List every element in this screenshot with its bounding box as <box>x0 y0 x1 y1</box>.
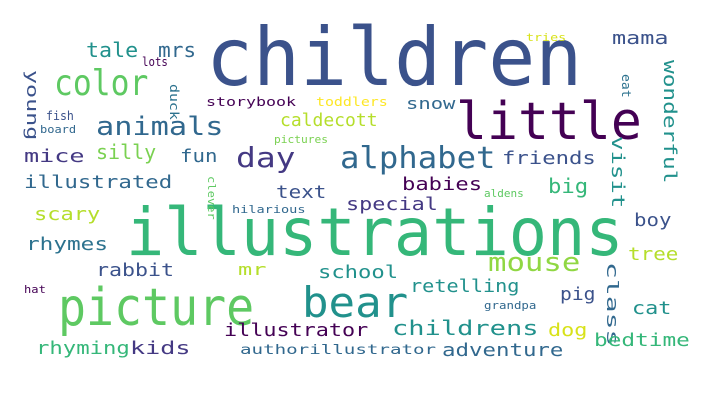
word-authorillustrator: authorillustrator <box>240 343 437 358</box>
word-fun: fun <box>180 146 218 167</box>
word-hat: hat <box>24 283 46 296</box>
word-lots: lots <box>142 55 168 69</box>
word-board: board <box>40 123 77 136</box>
word-eat: eat <box>619 74 633 98</box>
word-toddlers: toddlers <box>316 95 388 109</box>
word-boy: boy <box>634 210 672 231</box>
word-mice: mice <box>24 146 85 167</box>
word-illustrator: illustrator <box>224 320 369 341</box>
word-rhymes: rhymes <box>26 234 109 255</box>
word-animals: animals <box>96 112 224 142</box>
word-cat: cat <box>632 298 672 319</box>
word-illustrations: illustrations <box>126 194 624 271</box>
word-adventure: adventure <box>442 340 564 361</box>
word-retelling: retelling <box>410 276 520 297</box>
word-visit: visit <box>607 136 628 209</box>
word-babies: babies <box>402 174 483 195</box>
word-wonderful: wonderful <box>659 60 680 184</box>
word-class: class <box>603 262 622 347</box>
word-mrs: mrs <box>158 38 197 62</box>
word-school: school <box>318 262 399 283</box>
word-color: color <box>54 63 149 104</box>
word-storybook: storybook <box>206 95 297 109</box>
word-big: big <box>548 174 589 198</box>
word-scary: scary <box>34 204 101 225</box>
word-clever: clever <box>205 176 218 220</box>
word-rabbit: rabbit <box>96 260 175 281</box>
word-pictures: pictures <box>274 133 328 146</box>
word-snow: snow <box>406 94 456 113</box>
word-hilarious: hilarious <box>232 203 306 216</box>
word-fish: fish <box>46 109 74 123</box>
word-tree: tree <box>628 244 679 265</box>
word-little: little <box>456 92 642 152</box>
word-text: text <box>276 182 327 203</box>
word-bear: bear <box>302 278 409 327</box>
word-day: day <box>236 141 296 174</box>
word-special: special <box>346 194 438 215</box>
word-pig: pig <box>560 284 596 305</box>
word-tale: tale <box>86 38 139 62</box>
word-rhyming: rhyming <box>36 338 130 359</box>
word-caldecott: caldecott <box>280 110 378 131</box>
word-dog: dog <box>548 320 588 341</box>
word-childrens: childrens <box>392 316 539 340</box>
word-young: young <box>23 70 42 141</box>
word-illustrated: illustrated <box>24 172 173 193</box>
word-duck: duck <box>167 84 181 120</box>
word-silly: silly <box>96 140 157 164</box>
word-grandpa: grandpa <box>484 299 537 312</box>
word-tries: tries <box>526 31 567 44</box>
word-bedtime: bedtime <box>594 330 690 351</box>
word-kids: kids <box>130 338 191 359</box>
word-mr: mr <box>238 260 267 279</box>
word-friends: friends <box>502 148 596 169</box>
word-children: children <box>206 11 583 104</box>
word-alphabet: alphabet <box>340 141 496 176</box>
word-mama: mama <box>612 28 669 49</box>
word-mouse: mouse <box>488 248 581 278</box>
word-picture: picture <box>58 278 255 338</box>
word-aldens: aldens <box>484 187 524 200</box>
